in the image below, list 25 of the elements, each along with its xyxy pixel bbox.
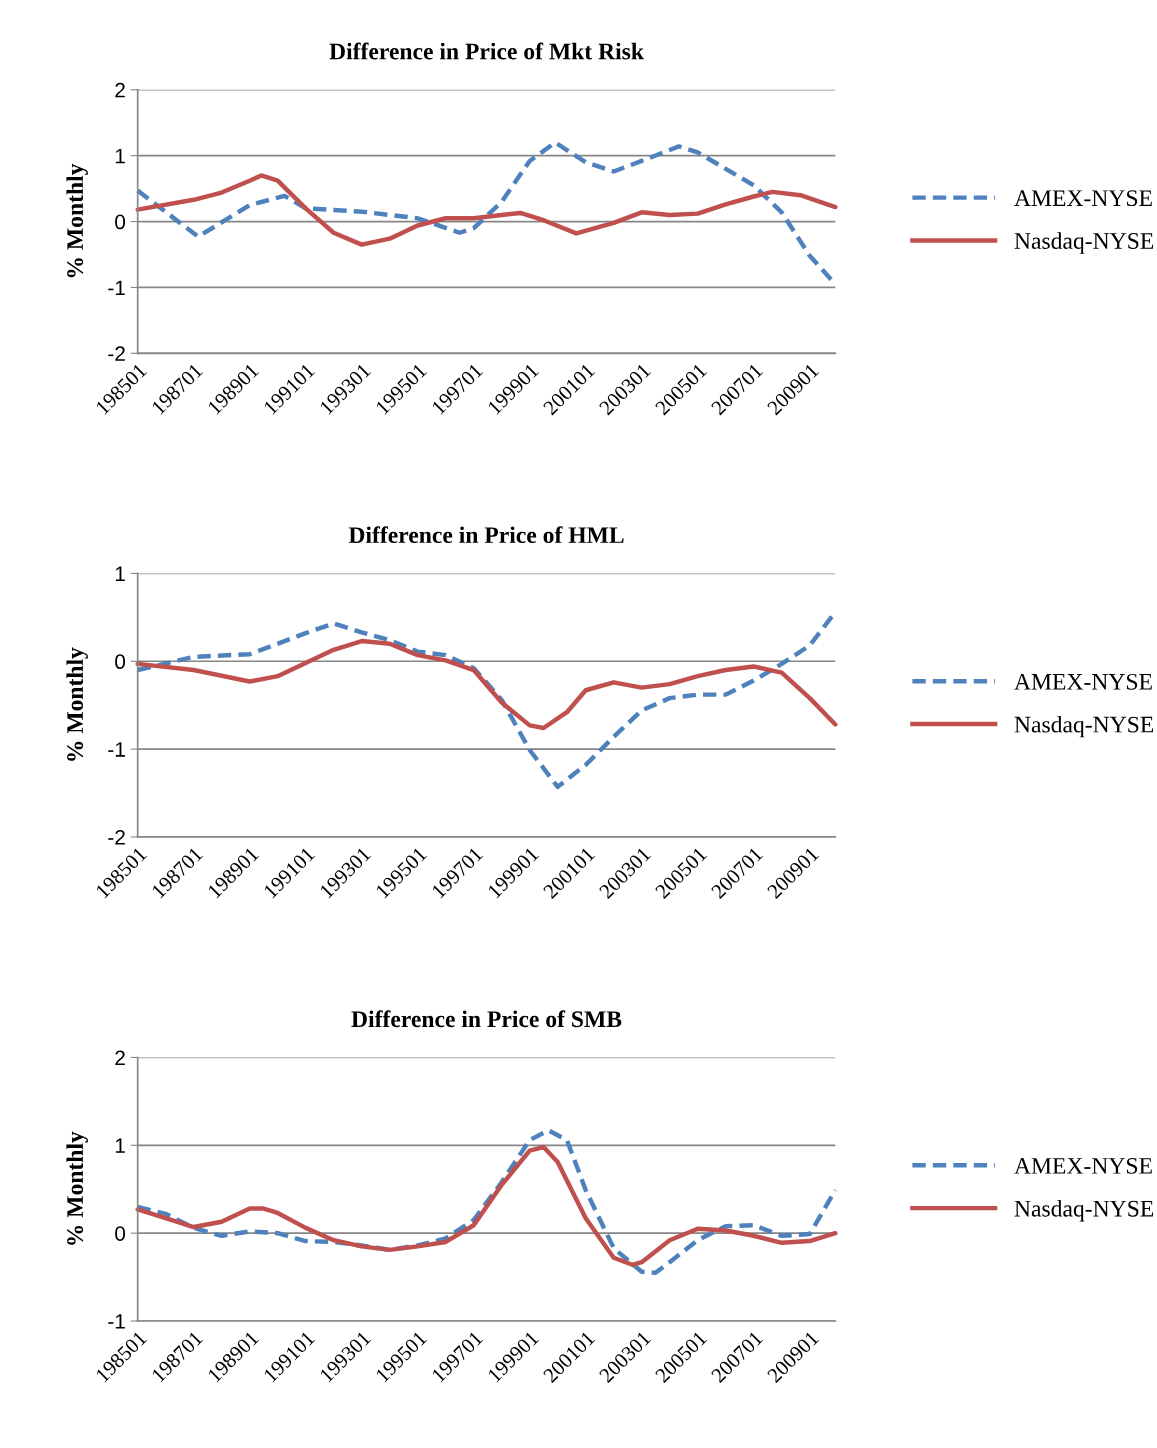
legend-label: Nasdaq-NYSE <box>1014 1200 1154 1222</box>
y-tick-label: 0 <box>115 1226 126 1241</box>
y-axis-title: % Monthly <box>66 163 88 278</box>
y-tick-label: -1 <box>108 742 125 757</box>
y-tick-label: -1 <box>108 1314 125 1329</box>
y-tick-label: 0 <box>115 214 126 230</box>
chart-title: Difference in Price of SMB <box>351 1010 622 1028</box>
y-tick-label: 1 <box>115 148 125 164</box>
legend-label: Nasdaq-NYSE <box>1014 232 1154 254</box>
y-tick-label: 1 <box>115 566 125 581</box>
y-tick-label: -2 <box>108 346 125 361</box>
legend-label: AMEX-NYSE <box>1014 1157 1152 1174</box>
chart-title: Difference in Price of Mkt Risk <box>329 42 644 60</box>
y-tick-label: 2 <box>115 82 125 98</box>
legend-label: AMEX-NYSE <box>1014 673 1152 690</box>
y-axis-title: % Monthly <box>66 647 88 761</box>
y-tick-label: -1 <box>108 280 125 295</box>
y-tick-label: 0 <box>115 654 126 670</box>
y-tick-label: 2 <box>115 1050 125 1066</box>
legend-label: Nasdaq-NYSE <box>1014 715 1154 738</box>
chart-title: Difference in Price of HML <box>348 526 624 544</box>
y-tick-label: 1 <box>115 1138 125 1153</box>
y-tick-label: -2 <box>108 829 125 845</box>
y-axis-title: % Monthly <box>66 1131 88 1245</box>
legend-label: AMEX-NYSE <box>1014 190 1152 207</box>
